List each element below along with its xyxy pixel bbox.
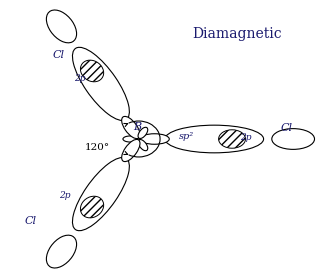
Ellipse shape — [47, 10, 77, 43]
Text: 2p: 2p — [240, 133, 251, 142]
Text: sp²: sp² — [179, 132, 194, 141]
Ellipse shape — [218, 130, 246, 148]
Text: Cl: Cl — [280, 123, 293, 133]
Text: 2p: 2p — [74, 74, 85, 83]
Ellipse shape — [165, 125, 264, 153]
Text: 120°: 120° — [85, 143, 110, 152]
Text: Cl: Cl — [24, 216, 36, 226]
Ellipse shape — [138, 140, 148, 151]
Text: Diamagnetic: Diamagnetic — [192, 27, 282, 41]
Ellipse shape — [73, 158, 129, 231]
Ellipse shape — [81, 60, 104, 82]
Ellipse shape — [122, 116, 140, 139]
Ellipse shape — [122, 139, 140, 162]
Text: B: B — [133, 121, 141, 131]
Ellipse shape — [272, 129, 314, 149]
Text: Cl: Cl — [52, 50, 64, 60]
Ellipse shape — [140, 134, 169, 144]
Ellipse shape — [73, 47, 129, 120]
Ellipse shape — [138, 127, 148, 138]
Ellipse shape — [47, 235, 77, 268]
Text: 2p: 2p — [59, 191, 71, 200]
Ellipse shape — [81, 196, 104, 218]
Ellipse shape — [123, 136, 138, 142]
